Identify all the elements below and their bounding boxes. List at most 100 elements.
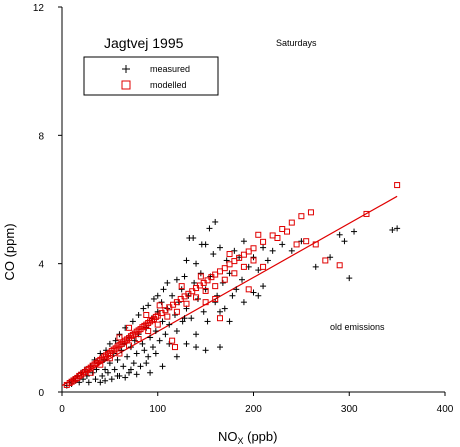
modelled-point <box>221 265 228 272</box>
measured-point <box>216 308 223 315</box>
measured-point <box>188 315 195 322</box>
modelled-point <box>135 336 142 343</box>
measured-point <box>150 295 157 302</box>
measured-point <box>210 251 217 258</box>
legend-modelled-label: modelled <box>150 80 187 90</box>
measured-point <box>351 228 358 235</box>
measured-point <box>193 260 200 267</box>
measured-point <box>85 379 92 386</box>
y-axis: 0 4 8 12 <box>33 3 63 399</box>
measured-point <box>140 305 147 312</box>
measured-point <box>133 350 140 357</box>
modelled-point <box>104 351 111 358</box>
y-tick-label: 12 <box>33 3 45 14</box>
measured-point <box>250 289 257 296</box>
measured-point <box>118 347 125 354</box>
chart-subtitle: Saturdays <box>276 38 317 48</box>
modelled-point <box>216 315 223 322</box>
measured-point <box>219 279 226 286</box>
modelled-point <box>245 286 252 293</box>
measured-point <box>212 218 219 225</box>
measured-point <box>145 353 152 360</box>
legend-plus-marker <box>122 65 130 73</box>
x-axis-title-subscript: X <box>238 436 244 446</box>
measured-point <box>133 371 140 378</box>
measured-point <box>171 312 178 318</box>
x-axis-title-main: NO <box>218 429 238 444</box>
modelled-point <box>87 369 94 376</box>
modelled-point <box>193 294 200 301</box>
x-axis-title: NOX (ppb) <box>218 429 277 446</box>
measured-point <box>122 324 129 331</box>
measured-point <box>169 292 176 299</box>
measured-point <box>102 377 109 384</box>
measured-point <box>212 299 219 306</box>
measured-point <box>112 337 119 344</box>
modelled-point <box>97 361 104 368</box>
modelled-point <box>183 300 190 307</box>
modelled-point <box>260 263 267 270</box>
measured-point <box>206 225 213 232</box>
measured-point <box>164 279 171 286</box>
y-tick-label: 8 <box>38 131 44 142</box>
modelled-point <box>279 226 286 233</box>
measured-point <box>229 292 236 299</box>
modelled-point <box>81 369 88 376</box>
measured-point <box>108 376 115 383</box>
modelled-point <box>240 251 247 258</box>
modelled-point <box>164 313 171 320</box>
measured-point <box>154 308 161 315</box>
modelled-point <box>212 295 219 302</box>
modelled-point <box>116 334 123 341</box>
chart-title: Jagtvej 1995 <box>104 35 184 51</box>
legend: measured modelled <box>83 56 219 96</box>
measured-point <box>156 337 163 344</box>
modelled-point <box>178 283 185 290</box>
modelled-point <box>231 270 238 277</box>
modelled-point <box>99 355 106 362</box>
measured-point <box>279 241 286 248</box>
modelled-point <box>255 231 262 238</box>
measured-point <box>255 267 262 274</box>
measured-point <box>114 356 121 363</box>
measured-point <box>92 376 99 383</box>
modelled-point <box>110 346 117 353</box>
modelled-point <box>231 258 238 265</box>
measured-point <box>173 353 180 360</box>
measured-point <box>200 308 207 315</box>
modelled-point <box>284 228 291 235</box>
measured-point <box>139 340 146 347</box>
measured-point <box>160 286 167 293</box>
measured-point <box>233 286 240 293</box>
modelled-point <box>85 365 92 372</box>
modelled-point <box>145 328 152 335</box>
modelled-point <box>288 219 295 226</box>
measured-point <box>191 279 198 286</box>
modelled-point <box>112 345 119 352</box>
modelled-point <box>152 313 159 320</box>
modelled-point <box>74 374 81 381</box>
modelled-point <box>143 312 150 318</box>
measured-point <box>231 247 238 254</box>
measured-point <box>183 257 190 264</box>
measured-point <box>190 235 197 241</box>
modelled-point <box>72 376 79 383</box>
modelled-point <box>250 245 257 252</box>
modelled-point <box>106 355 113 362</box>
measured-point <box>120 363 127 370</box>
modelled-point <box>173 308 180 315</box>
modelled-point <box>126 335 133 342</box>
legend-measured-marker <box>122 65 130 73</box>
modelled-point <box>131 330 138 337</box>
measured-point <box>214 292 221 299</box>
x-tick-label: 400 <box>437 404 454 415</box>
modelled-point <box>171 344 178 351</box>
measured-point <box>341 238 348 245</box>
modelled-point <box>336 262 343 269</box>
measured-point <box>250 254 257 261</box>
measured-point <box>135 312 142 318</box>
x-tick-label: 100 <box>149 404 166 415</box>
modelled-point <box>135 327 142 334</box>
measured-point <box>288 247 295 254</box>
